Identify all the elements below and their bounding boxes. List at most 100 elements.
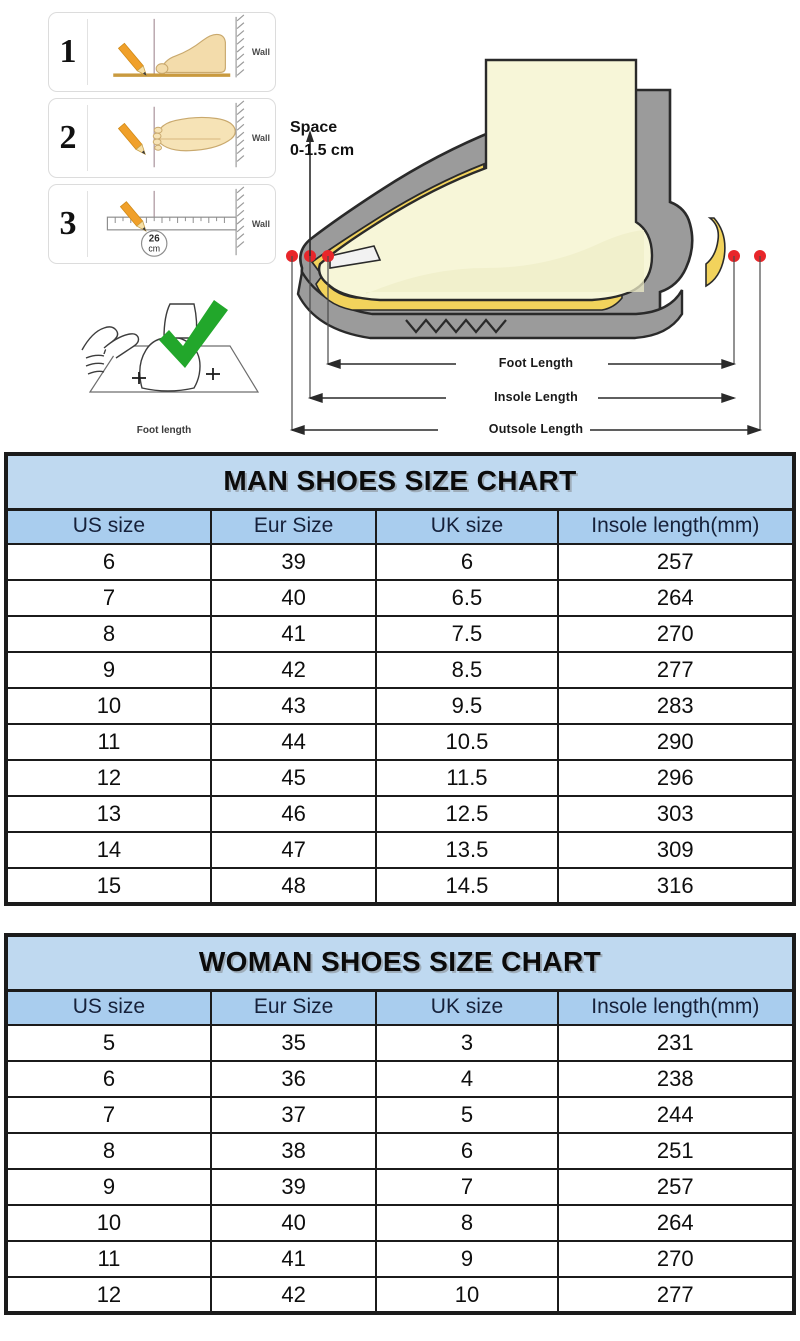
table-cell-us: 13 [5, 795, 212, 833]
table-row: 12 42 10 277 [5, 1276, 796, 1314]
table-cell-insole: 244 [556, 1096, 796, 1134]
space-label-line1: Space [290, 119, 338, 136]
woman-size-chart-table: WOMAN SHOES SIZE CHART US size Eur Size … [4, 933, 796, 1315]
table-row: 7 37 5 244 [5, 1096, 796, 1134]
step-divider [87, 19, 88, 85]
table-cell-eur: 47 [209, 831, 378, 869]
wall-label-1: Wall [251, 47, 270, 57]
table-cell-insole: 277 [556, 651, 796, 689]
man-table-body: 6 39 6 257 7 40 6.5 264 8 41 7.5 270 9 42 8.5 277 10 43 9.… [5, 543, 796, 905]
outsole-length-dimension: Outsole Length [488, 422, 584, 436]
table-row: 10 43 9.5 283 [5, 687, 796, 725]
table-cell-eur: 36 [209, 1060, 378, 1098]
table-cell-insole: 303 [556, 795, 796, 833]
table-cell-insole: 270 [556, 615, 796, 653]
table-cell-eur: 37 [209, 1096, 378, 1134]
table-row: 13 46 12.5 303 [5, 795, 796, 833]
table-cell-uk: 10 [375, 1276, 559, 1314]
table-cell-eur: 44 [209, 723, 378, 761]
table-cell-uk: 8 [375, 1204, 559, 1242]
table-cell-us: 11 [5, 1240, 212, 1278]
step-number-1: 1 [59, 33, 77, 70]
table-cell-eur: 46 [209, 795, 378, 833]
table-cell-insole: 270 [556, 1240, 796, 1278]
insole-length-dimension: Insole Length [494, 390, 578, 404]
table-cell-eur: 43 [209, 687, 378, 725]
man-table-header-row: US size Eur Size UK size Insole length(m… [5, 508, 796, 545]
table-row: 12 45 11.5 296 [5, 759, 796, 797]
table-cell-insole: 264 [556, 1204, 796, 1242]
table-row: 8 38 6 251 [5, 1132, 796, 1170]
table-cell-us: 7 [5, 579, 212, 617]
table-cell-insole: 264 [556, 579, 796, 617]
foot-length-dimension: Foot Length [498, 356, 574, 370]
table-cell-insole: 296 [556, 759, 796, 797]
table-cell-eur: 41 [209, 615, 378, 653]
table-cell-uk: 14.5 [375, 867, 559, 905]
table-cell-insole: 283 [556, 687, 796, 725]
table-cell-eur: 35 [209, 1024, 378, 1062]
step-panel-1: 1 [48, 12, 276, 92]
foot-top-pencil-icon: Wall [88, 99, 275, 177]
table-cell-insole: 238 [556, 1060, 796, 1098]
table-cell-eur: 42 [209, 651, 378, 689]
column-header-eur-size: Eur Size [209, 989, 378, 1026]
table-cell-eur: 38 [209, 1132, 378, 1170]
column-header-insole-length: Insole length(mm) [556, 989, 796, 1026]
table-row: 11 44 10.5 290 [5, 723, 796, 761]
table-cell-us: 5 [5, 1024, 212, 1062]
column-header-uk-size: UK size [375, 508, 559, 545]
table-cell-us: 8 [5, 1132, 212, 1170]
column-header-us-size: US size [5, 508, 212, 545]
column-header-us-size: US size [5, 989, 212, 1026]
table-cell-uk: 7 [375, 1168, 559, 1206]
table-row: 5 35 3 231 [5, 1024, 796, 1062]
table-row: 11 41 9 270 [5, 1240, 796, 1278]
table-cell-eur: 40 [209, 1204, 378, 1242]
column-header-insole-length: Insole length(mm) [556, 508, 796, 545]
column-header-uk-size: UK size [375, 989, 559, 1026]
man-size-chart-table: MAN SHOES SIZE CHART US size Eur Size UK… [4, 452, 796, 906]
shoe-svg [286, 58, 766, 435]
table-cell-us: 7 [5, 1096, 212, 1134]
table-cell-eur: 48 [209, 867, 378, 905]
table-cell-uk: 6.5 [375, 579, 559, 617]
table-row: 7 40 6.5 264 [5, 579, 796, 617]
table-cell-us: 9 [5, 1168, 212, 1206]
table-cell-us: 8 [5, 615, 212, 653]
table-cell-uk: 10.5 [375, 723, 559, 761]
table-cell-uk: 3 [375, 1024, 559, 1062]
table-cell-eur: 42 [209, 1276, 378, 1314]
hand-tracing-foot-icon: Foot length [46, 288, 282, 438]
table-row: 9 39 7 257 [5, 1168, 796, 1206]
table-cell-eur: 40 [209, 579, 378, 617]
table-cell-insole: 309 [556, 831, 796, 869]
table-cell-insole: 257 [556, 543, 796, 581]
table-cell-us: 6 [5, 1060, 212, 1098]
svg-text:cm: cm [148, 243, 160, 253]
table-row: 10 40 8 264 [5, 1204, 796, 1242]
table-cell-eur: 39 [209, 543, 378, 581]
woman-table-title: WOMAN SHOES SIZE CHART [6, 935, 794, 992]
measurement-illustration: 1 [0, 0, 800, 448]
table-cell-us: 15 [5, 867, 212, 905]
table-cell-insole: 277 [556, 1276, 796, 1314]
table-cell-uk: 8.5 [375, 651, 559, 689]
table-cell-uk: 11.5 [375, 759, 559, 797]
table-cell-eur: 41 [209, 1240, 378, 1278]
wall-label-2: Wall [251, 133, 270, 143]
wall-label-3: Wall [251, 219, 270, 229]
table-cell-us: 12 [5, 1276, 212, 1314]
foot-length-caption: Foot length [136, 425, 192, 436]
table-cell-us: 9 [5, 651, 212, 689]
table-cell-uk: 6 [375, 1132, 559, 1170]
table-cell-us: 6 [5, 543, 212, 581]
step-number-3: 3 [59, 205, 77, 242]
table-row: 15 48 14.5 316 [5, 867, 796, 905]
table-cell-uk: 6 [375, 543, 559, 581]
ruler-measure-icon: 26 cm Wall [88, 185, 275, 263]
table-cell-us: 14 [5, 831, 212, 869]
table-cell-uk: 7.5 [375, 615, 559, 653]
table-cell-uk: 13.5 [375, 831, 559, 869]
table-cell-uk: 9.5 [375, 687, 559, 725]
